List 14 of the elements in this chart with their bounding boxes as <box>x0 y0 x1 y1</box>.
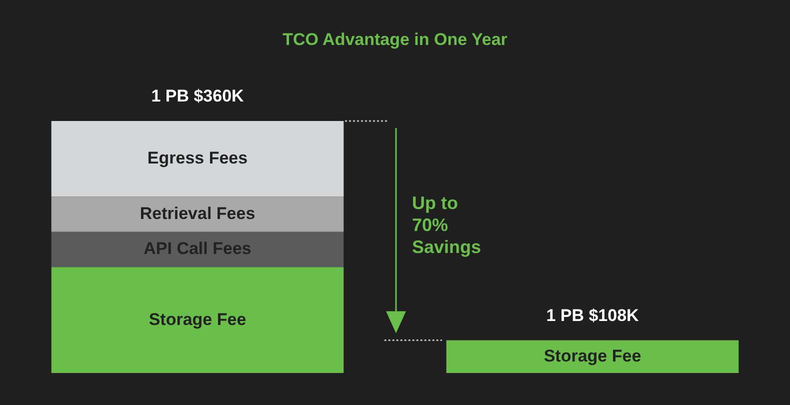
bar <box>51 232 344 268</box>
bar <box>446 340 739 373</box>
total-label: 1 PB $108K <box>546 306 640 325</box>
chart-title: TCO Advantage in One Year <box>282 30 508 50</box>
annotation: Up to 70% Savings <box>412 192 482 258</box>
series-label: API Call Fees <box>144 239 252 258</box>
series-label: Retrieval Fees <box>140 204 256 223</box>
bar <box>51 267 344 373</box>
total-label: 1 PB $360K <box>151 86 245 106</box>
bar <box>51 121 344 197</box>
series-label: Storage Fee <box>544 346 642 366</box>
text: Storage Fee <box>148 310 246 329</box>
bar <box>51 196 344 232</box>
series-label: Egress Fees <box>147 148 248 168</box>
